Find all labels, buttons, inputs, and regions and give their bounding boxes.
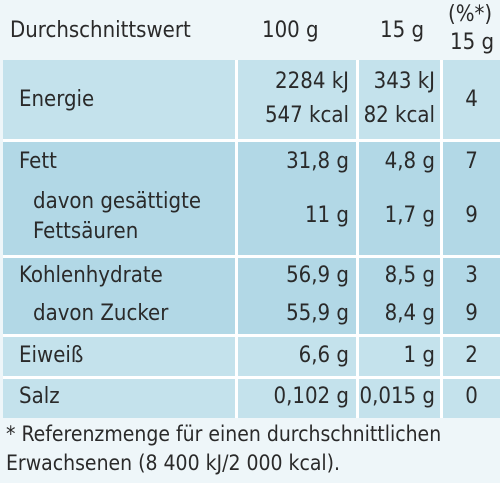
row-label-zucker: davon Zucker	[33, 301, 169, 326]
row-kohlenhydrate-bg	[3, 258, 500, 334]
value-eiweiss-15g: 1 g	[403, 343, 435, 368]
value-gesaettigte-15g: 1,7 g	[384, 203, 435, 228]
row-label-kohlenhydrate: Kohlenhydrate	[19, 263, 163, 288]
value-energie-kcal-100g: 547 kcal	[264, 103, 349, 128]
value-fett-100g: 31,8 g	[286, 149, 349, 174]
header-per-100g: 100 g	[262, 18, 319, 43]
column-divider	[440, 60, 443, 418]
value-energie-kj-100g: 2284 kJ	[275, 69, 349, 94]
nutrition-table: Energie 2284 kJ 547 kcal 343 kJ 82 kcal …	[3, 60, 500, 418]
value-zucker-15g: 8,4 g	[384, 301, 435, 326]
row-label-fett: Fett	[19, 149, 57, 174]
row-divider	[3, 139, 500, 142]
row-label-energie: Energie	[19, 87, 95, 112]
value-kohlenhydrate-100g: 56,9 g	[286, 263, 349, 288]
value-salz-15g: 0,015 g	[359, 384, 436, 409]
table-header: Durchschnittswert 100 g 15 g (%*) 15 g	[0, 2, 500, 60]
value-fett-15g: 4,8 g	[384, 149, 435, 174]
footnote-line-1: * Referenzmenge für einen durchschnittli…	[6, 422, 442, 446]
row-label-eiweiss: Eiweiß	[19, 343, 84, 368]
footnote: * Referenzmenge für einen durchschnittli…	[6, 420, 500, 478]
footnote-line-2: Erwachsenen (8 400 kJ/2 000 kcal).	[6, 451, 341, 475]
column-divider	[235, 60, 238, 418]
row-divider	[3, 376, 500, 379]
value-eiweiss-percent: 2	[465, 343, 478, 368]
header-per-15g: 15 g	[380, 18, 425, 43]
row-label-gesaettigte: davon gesättigte	[33, 189, 202, 214]
row-label-salz: Salz	[19, 384, 60, 409]
value-salz-percent: 0	[465, 384, 478, 409]
value-gesaettigte-percent: 9	[465, 203, 478, 228]
value-eiweiss-100g: 6,6 g	[298, 343, 349, 368]
value-fett-percent: 7	[465, 149, 478, 174]
value-energie-kj-15g: 343 kJ	[373, 69, 435, 94]
header-percent-portion: 15 g	[450, 30, 495, 55]
header-label: Durchschnittswert	[10, 18, 191, 43]
row-divider	[3, 334, 500, 337]
value-zucker-100g: 55,9 g	[286, 301, 349, 326]
value-energie-kcal-15g: 82 kcal	[363, 103, 435, 128]
column-divider	[356, 60, 359, 418]
value-kohlenhydrate-percent: 3	[465, 263, 478, 288]
value-zucker-percent: 9	[465, 301, 478, 326]
row-fett-bg	[3, 142, 500, 255]
value-energie-percent: 4	[465, 87, 478, 112]
value-salz-100g: 0,102 g	[273, 384, 350, 409]
row-label-fettsaeuren: Fettsäuren	[33, 219, 139, 244]
header-percent: (%*)	[448, 2, 493, 27]
row-divider	[3, 255, 500, 258]
value-gesaettigte-100g: 11 g	[304, 203, 349, 228]
value-kohlenhydrate-15g: 8,5 g	[384, 263, 435, 288]
